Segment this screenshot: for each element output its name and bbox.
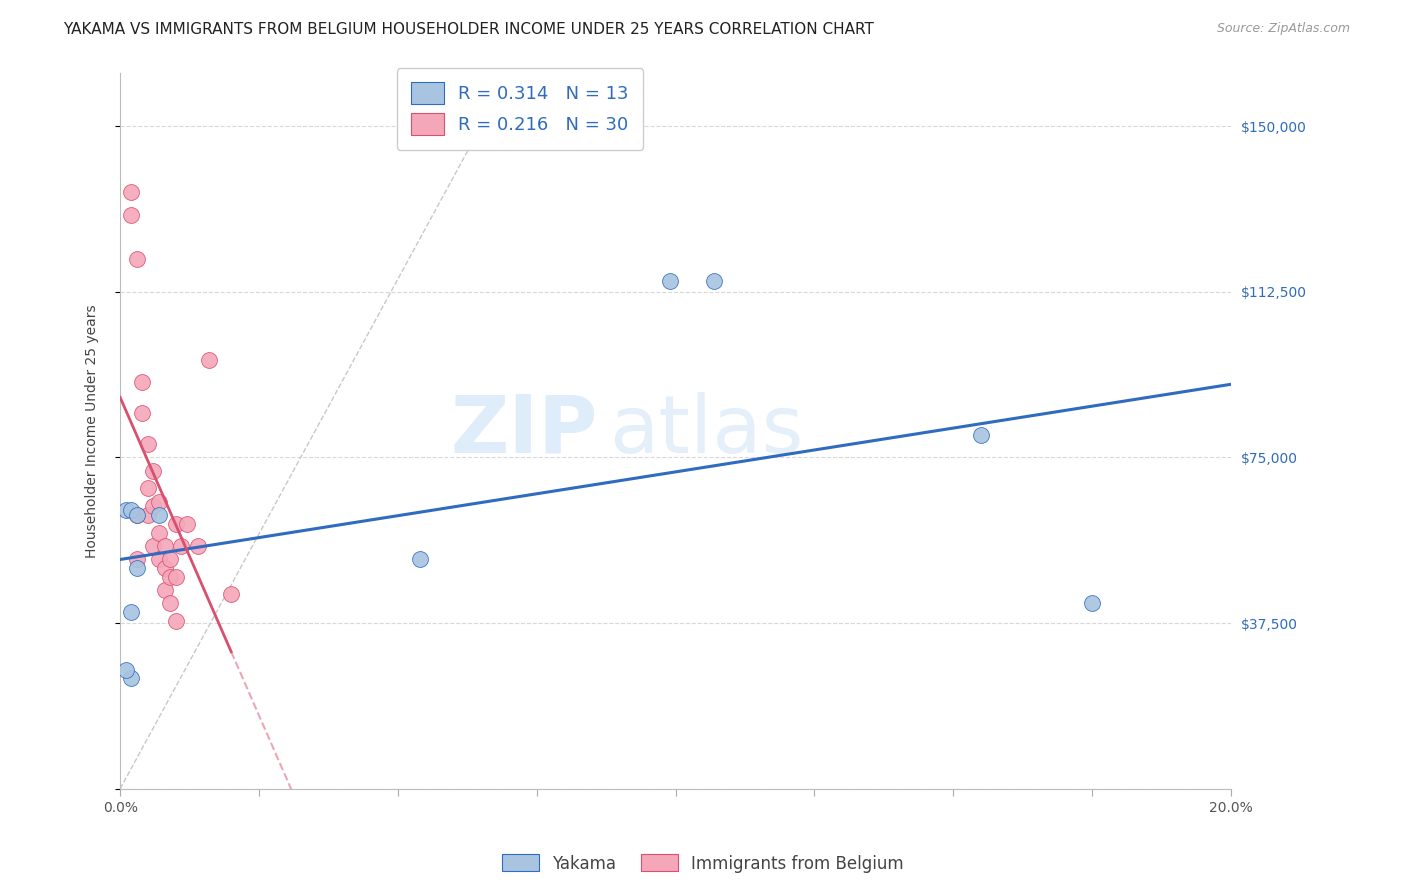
Point (153, 582, 176, 597)
Point (703, 274, 725, 288)
Point (153, 539, 176, 553)
Point (142, 464, 165, 478)
Point (120, 605, 142, 619)
Point (136, 508, 159, 522)
Point (187, 539, 209, 553)
Text: ZIP: ZIP (450, 392, 598, 470)
Point (120, 503, 142, 517)
Point (142, 499, 165, 513)
Point (148, 552, 170, 566)
Legend: Yakama, Immigrants from Belgium: Yakama, Immigrants from Belgium (495, 847, 911, 880)
Point (142, 539, 165, 553)
Point (120, 186, 142, 200)
Text: Source: ZipAtlas.com: Source: ZipAtlas.com (1216, 22, 1350, 36)
Point (159, 570, 181, 584)
Point (159, 596, 181, 610)
Point (125, 561, 148, 575)
Point (114, 663, 136, 677)
Point (125, 508, 148, 522)
Point (148, 494, 170, 508)
Point (125, 508, 148, 522)
Point (170, 539, 193, 553)
Point (136, 437, 159, 451)
Point (153, 561, 176, 575)
Legend: R = 0.314   N = 13, R = 0.216   N = 30: R = 0.314 N = 13, R = 0.216 N = 30 (396, 68, 643, 150)
Point (136, 482, 159, 496)
Point (165, 570, 187, 584)
Point (114, 503, 136, 517)
Point (165, 614, 187, 628)
Point (125, 552, 148, 566)
Text: atlas: atlas (609, 392, 803, 470)
Point (131, 376, 153, 390)
Point (219, 587, 242, 601)
Point (970, 428, 993, 442)
Point (120, 671, 142, 685)
Point (125, 252, 148, 266)
Text: YAKAMA VS IMMIGRANTS FROM BELGIUM HOUSEHOLDER INCOME UNDER 25 YEARS CORRELATION : YAKAMA VS IMMIGRANTS FROM BELGIUM HOUSEH… (63, 22, 875, 37)
Point (409, 552, 432, 566)
Point (198, 353, 221, 368)
Point (165, 516, 187, 531)
Point (1081, 596, 1104, 610)
Point (176, 516, 198, 531)
Point (148, 508, 170, 522)
Y-axis label: Householder Income Under 25 years: Householder Income Under 25 years (86, 304, 100, 558)
Point (659, 274, 682, 288)
Point (159, 552, 181, 566)
Point (148, 525, 170, 540)
Point (120, 208, 142, 222)
Point (131, 406, 153, 420)
